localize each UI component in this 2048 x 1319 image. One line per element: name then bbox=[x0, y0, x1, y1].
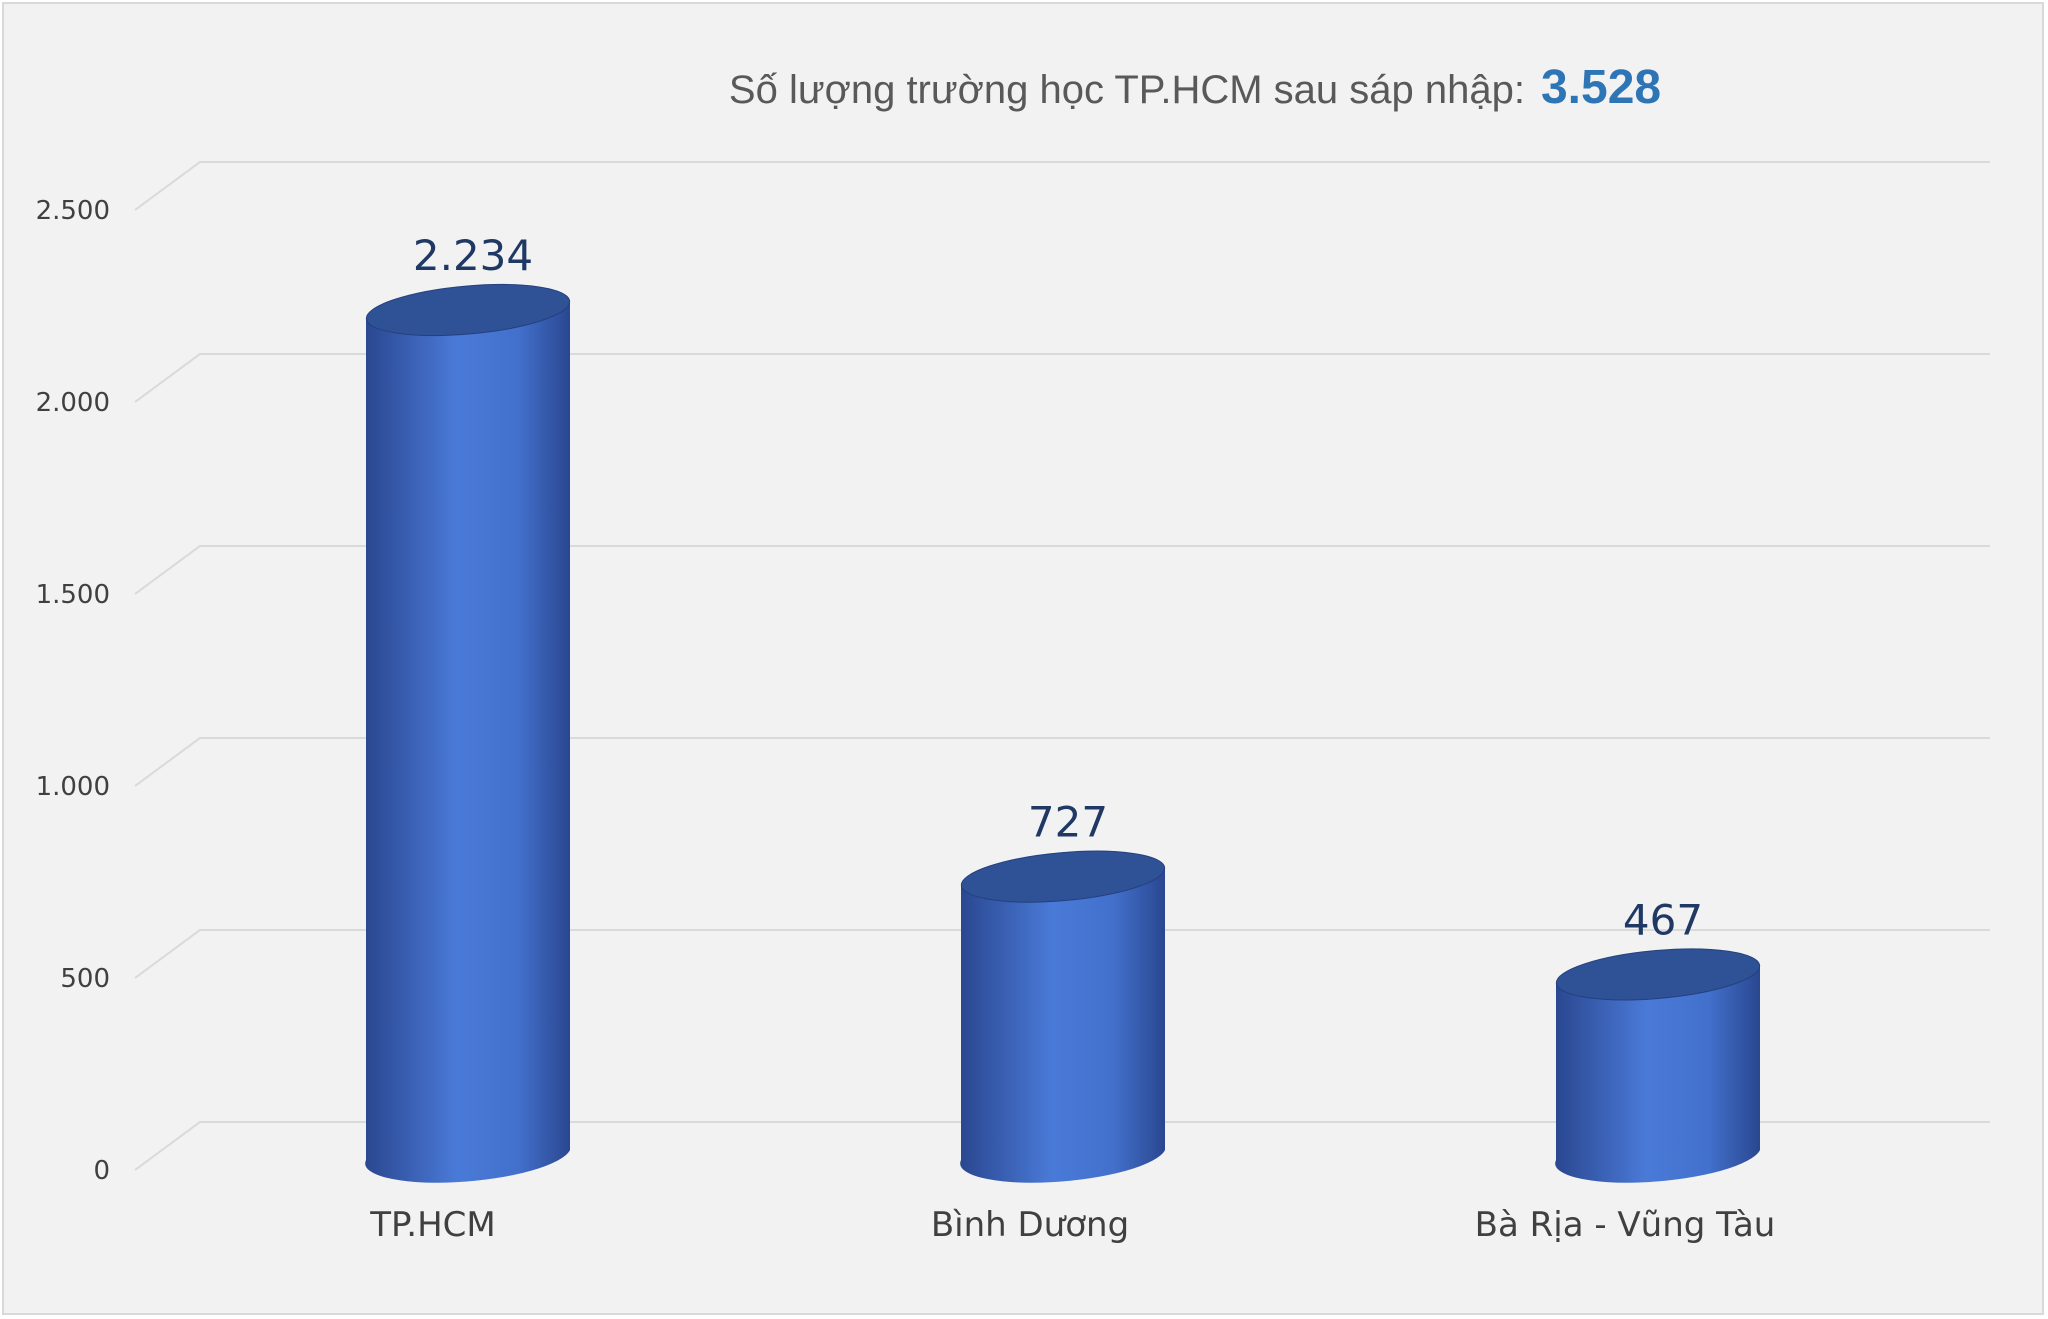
chart-title-total: 3.528 bbox=[1541, 61, 1661, 114]
data-label: 2.234 bbox=[413, 231, 533, 280]
gridline bbox=[134, 929, 1990, 979]
y-tick-label: 1.000 bbox=[36, 772, 110, 802]
gridline bbox=[134, 545, 1990, 595]
bar bbox=[1555, 948, 1761, 1183]
category-label: Bình Dương bbox=[931, 1205, 1129, 1245]
y-tick-label: 2.000 bbox=[36, 388, 110, 418]
y-tick-label: 2.500 bbox=[36, 196, 110, 226]
x-axis-category-labels: TP.HCM Bình Dương Bà Rịa - Vũng Tàu bbox=[369, 1205, 1775, 1245]
gridline bbox=[134, 161, 1990, 211]
bar-top bbox=[1555, 948, 1761, 1001]
bar bbox=[365, 284, 571, 1183]
data-labels: 2.234 727 467 bbox=[413, 231, 1703, 944]
y-tick-label: 500 bbox=[60, 964, 110, 994]
data-label: 727 bbox=[1028, 798, 1108, 847]
bars bbox=[365, 284, 1761, 1183]
chart-title-text: Số lượng trường học TP.HCM sau sáp nhập: bbox=[729, 68, 1525, 112]
gridline bbox=[134, 1121, 1990, 1171]
bar-body bbox=[960, 868, 1165, 1183]
gridlines bbox=[134, 161, 1990, 1171]
y-axis-tick-labels: 0 500 1.000 1.500 2.000 2.500 bbox=[36, 196, 110, 1186]
chart-title: Số lượng trường học TP.HCM sau sáp nhập:… bbox=[729, 61, 1661, 114]
y-tick-label: 0 bbox=[93, 1156, 110, 1186]
bar-body bbox=[365, 302, 570, 1183]
bar bbox=[960, 850, 1166, 1183]
gridline bbox=[134, 353, 1990, 403]
category-label: TP.HCM bbox=[369, 1205, 495, 1245]
bar-top bbox=[960, 850, 1166, 903]
y-tick-label: 1.500 bbox=[36, 580, 110, 610]
bar-top bbox=[365, 284, 571, 337]
category-label: Bà Rịa - Vũng Tàu bbox=[1475, 1205, 1776, 1245]
data-label: 467 bbox=[1623, 895, 1703, 944]
bar-body bbox=[1555, 966, 1760, 1183]
gridline bbox=[134, 737, 1990, 787]
